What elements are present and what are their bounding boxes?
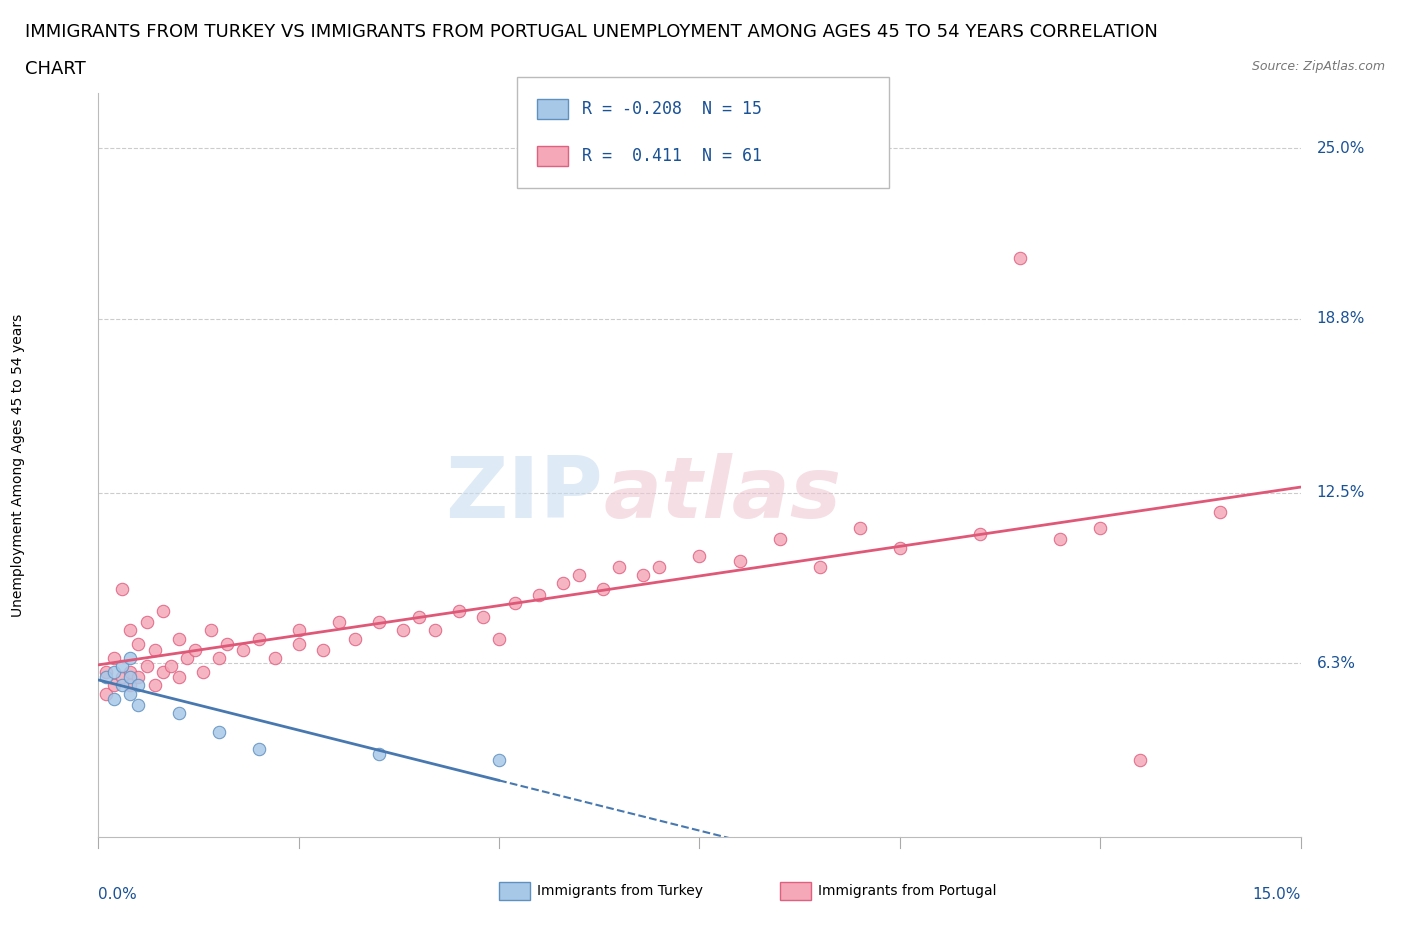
Point [503,595,526,610]
Text: Source: ZipAtlas.com: Source: ZipAtlas.com [1251,60,1385,73]
Point [368,747,391,762]
Text: 6.3%: 6.3% [1316,656,1355,671]
Point [111,658,134,673]
Point [120,623,142,638]
Point [472,609,495,624]
Text: 15.0%: 15.0% [1253,886,1301,901]
Point [488,752,510,767]
Text: Unemployment Among Ages 45 to 54 years: Unemployment Among Ages 45 to 54 years [11,313,25,617]
Point [208,724,231,739]
Point [1209,504,1232,519]
Point [200,623,222,638]
Text: Immigrants from Turkey: Immigrants from Turkey [537,884,703,898]
Point [215,637,238,652]
Point [143,678,166,693]
Point [247,741,270,756]
Point [191,664,214,679]
Point [159,658,181,673]
Point [103,664,125,679]
Point [167,706,190,721]
Point [111,581,134,596]
Point [392,623,415,638]
Point [609,560,631,575]
Point [96,670,118,684]
Point [529,587,551,602]
Point [768,532,790,547]
Point [568,568,591,583]
Point [167,631,190,646]
Point [328,615,350,630]
Point [808,560,831,575]
Point [648,560,671,575]
Text: 25.0%: 25.0% [1316,140,1365,155]
Text: 0.0%: 0.0% [98,886,138,901]
Point [152,664,174,679]
Text: 18.8%: 18.8% [1316,312,1365,326]
Point [167,670,190,684]
Point [488,631,510,646]
Point [1129,752,1152,767]
Point [135,615,157,630]
Point [688,549,710,564]
Point [103,692,125,707]
Point [889,540,911,555]
Text: 12.5%: 12.5% [1316,485,1365,500]
Text: CHART: CHART [25,60,86,78]
Point [263,650,285,665]
Text: atlas: atlas [603,453,841,537]
Point [288,623,311,638]
Point [408,609,430,624]
Point [128,637,150,652]
Point [96,664,118,679]
Point [592,581,614,596]
Point [128,698,150,712]
Point [969,526,991,541]
Point [176,650,198,665]
Point [111,670,134,684]
Point [447,604,470,618]
Point [728,554,751,569]
Point [96,686,118,701]
Point [288,637,311,652]
Point [111,678,134,693]
Point [312,643,335,658]
Text: ZIP: ZIP [446,453,603,537]
Point [183,643,205,658]
Point [103,650,125,665]
Point [368,615,391,630]
Text: Immigrants from Portugal: Immigrants from Portugal [818,884,997,898]
Point [152,604,174,618]
Point [553,576,575,591]
Point [128,670,150,684]
Point [1010,251,1032,266]
Point [120,686,142,701]
Text: R =  0.411  N = 61: R = 0.411 N = 61 [582,147,762,165]
Point [103,678,125,693]
Point [849,521,872,536]
Point [247,631,270,646]
Point [120,670,142,684]
Point [343,631,366,646]
Point [135,658,157,673]
Point [232,643,254,658]
Point [120,678,142,693]
Point [423,623,446,638]
Point [1088,521,1111,536]
Point [633,568,655,583]
Point [120,664,142,679]
Point [143,643,166,658]
Text: IMMIGRANTS FROM TURKEY VS IMMIGRANTS FROM PORTUGAL UNEMPLOYMENT AMONG AGES 45 TO: IMMIGRANTS FROM TURKEY VS IMMIGRANTS FRO… [25,23,1159,41]
Text: R = -0.208  N = 15: R = -0.208 N = 15 [582,100,762,118]
Point [128,678,150,693]
Point [1049,532,1071,547]
Point [120,650,142,665]
Point [208,650,231,665]
